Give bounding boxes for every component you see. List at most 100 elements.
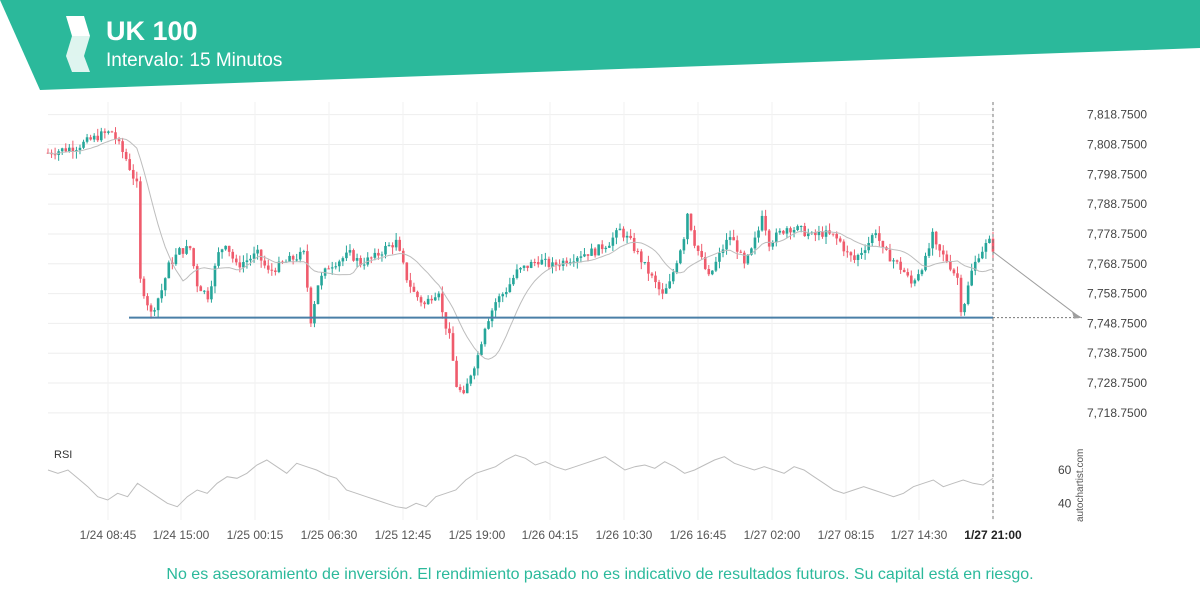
candle-body xyxy=(949,261,952,270)
candle-body xyxy=(526,265,529,268)
candle-body xyxy=(334,266,338,268)
candle-body xyxy=(504,292,508,295)
candle-body xyxy=(792,230,796,233)
candle-body xyxy=(782,230,785,234)
candle-body xyxy=(473,368,476,376)
x-tick-label: 1/27 02:00 xyxy=(744,528,801,542)
candle-body xyxy=(984,243,988,252)
candle-body xyxy=(938,244,942,251)
candle-body xyxy=(881,240,885,248)
y-tick-label: 7,778.7500 xyxy=(1087,227,1147,241)
forecast-arrowhead-icon xyxy=(1072,311,1082,319)
candle-body xyxy=(316,285,320,305)
candle-body xyxy=(554,262,558,266)
interval-subtitle: Intervalo: 15 Minutos xyxy=(106,50,283,71)
candle-body xyxy=(465,383,469,394)
candle-body xyxy=(728,237,732,240)
candle-body xyxy=(291,255,295,260)
candle-body xyxy=(547,258,551,267)
candle-body xyxy=(536,262,540,265)
candle-body xyxy=(405,262,409,281)
candle-body xyxy=(970,270,973,286)
y-tick-label: 7,808.7500 xyxy=(1087,137,1147,151)
candle-body xyxy=(629,235,632,238)
candle-body xyxy=(114,132,117,140)
candle-body xyxy=(178,248,181,255)
candle-body xyxy=(409,280,412,287)
candle-body xyxy=(618,228,622,231)
candle-body xyxy=(192,248,195,267)
candle-body xyxy=(497,296,501,303)
candle-body xyxy=(480,344,483,356)
candle-body xyxy=(558,265,561,267)
risk-disclaimer: No es asesoramiento de inversión. El ren… xyxy=(166,566,1034,583)
candle-body xyxy=(835,233,838,239)
candle-body xyxy=(806,233,810,237)
candle-body xyxy=(135,178,139,182)
candle-body xyxy=(597,244,600,256)
candle-body xyxy=(398,239,402,251)
candle-body xyxy=(508,284,512,293)
candle-body xyxy=(323,268,327,276)
candle-body xyxy=(764,215,767,231)
y-tick-label: 7,758.7500 xyxy=(1087,287,1147,301)
candle-body xyxy=(785,228,789,234)
candle-body xyxy=(874,233,878,236)
candle-body xyxy=(778,230,782,233)
candle-body xyxy=(686,213,689,240)
candle-body xyxy=(895,260,899,262)
candle-body xyxy=(902,269,906,273)
candle-body xyxy=(515,269,519,278)
y-tick-label: 7,768.7500 xyxy=(1087,257,1147,271)
candle-body xyxy=(64,148,68,152)
candle-body xyxy=(668,281,672,289)
candle-body xyxy=(867,243,870,251)
forecast-line xyxy=(992,251,1081,318)
candle-body xyxy=(956,273,959,278)
candle-body xyxy=(796,226,799,231)
candle-body xyxy=(338,261,341,267)
candle-body xyxy=(753,237,757,249)
candle-body xyxy=(803,225,807,237)
candle-body xyxy=(153,310,156,312)
candle-body xyxy=(494,302,497,311)
x-tick-label: 1/27 08:15 xyxy=(818,528,875,542)
candle-body xyxy=(78,147,82,151)
candle-body xyxy=(110,131,114,133)
candle-body xyxy=(185,246,188,254)
candle-body xyxy=(707,268,711,275)
candle-body xyxy=(863,250,867,253)
candle-body xyxy=(181,248,185,254)
candle-body xyxy=(853,255,856,260)
candle-body xyxy=(128,159,132,170)
rsi-tick-label: 60 xyxy=(1058,463,1072,477)
candle-body xyxy=(416,291,419,298)
candle-body xyxy=(856,254,860,260)
candle-body xyxy=(934,231,938,245)
rsi-label: RSI xyxy=(54,449,72,461)
candle-body xyxy=(412,286,416,292)
candle-body xyxy=(82,141,85,148)
candle-body xyxy=(892,260,895,262)
candle-body xyxy=(156,298,160,311)
candle-body xyxy=(89,137,92,140)
candle-body xyxy=(750,248,753,255)
candle-body xyxy=(483,328,487,345)
candle-body xyxy=(831,233,835,235)
x-tick-label: 1/27 14:30 xyxy=(891,528,948,542)
candle-body xyxy=(401,250,405,263)
candle-body xyxy=(441,293,444,313)
candle-body xyxy=(188,246,192,249)
candle-body xyxy=(277,261,281,272)
candle-body xyxy=(270,269,274,271)
x-tick-label: 1/25 19:00 xyxy=(449,528,506,542)
candle-body xyxy=(615,230,618,238)
candle-body xyxy=(799,225,803,227)
candle-body xyxy=(870,235,874,244)
y-tick-label: 7,748.7500 xyxy=(1087,316,1147,330)
candle-body xyxy=(735,240,739,252)
candle-body xyxy=(266,265,270,270)
candle-body xyxy=(906,272,910,276)
candle-body xyxy=(433,297,437,301)
candle-body xyxy=(650,273,654,276)
